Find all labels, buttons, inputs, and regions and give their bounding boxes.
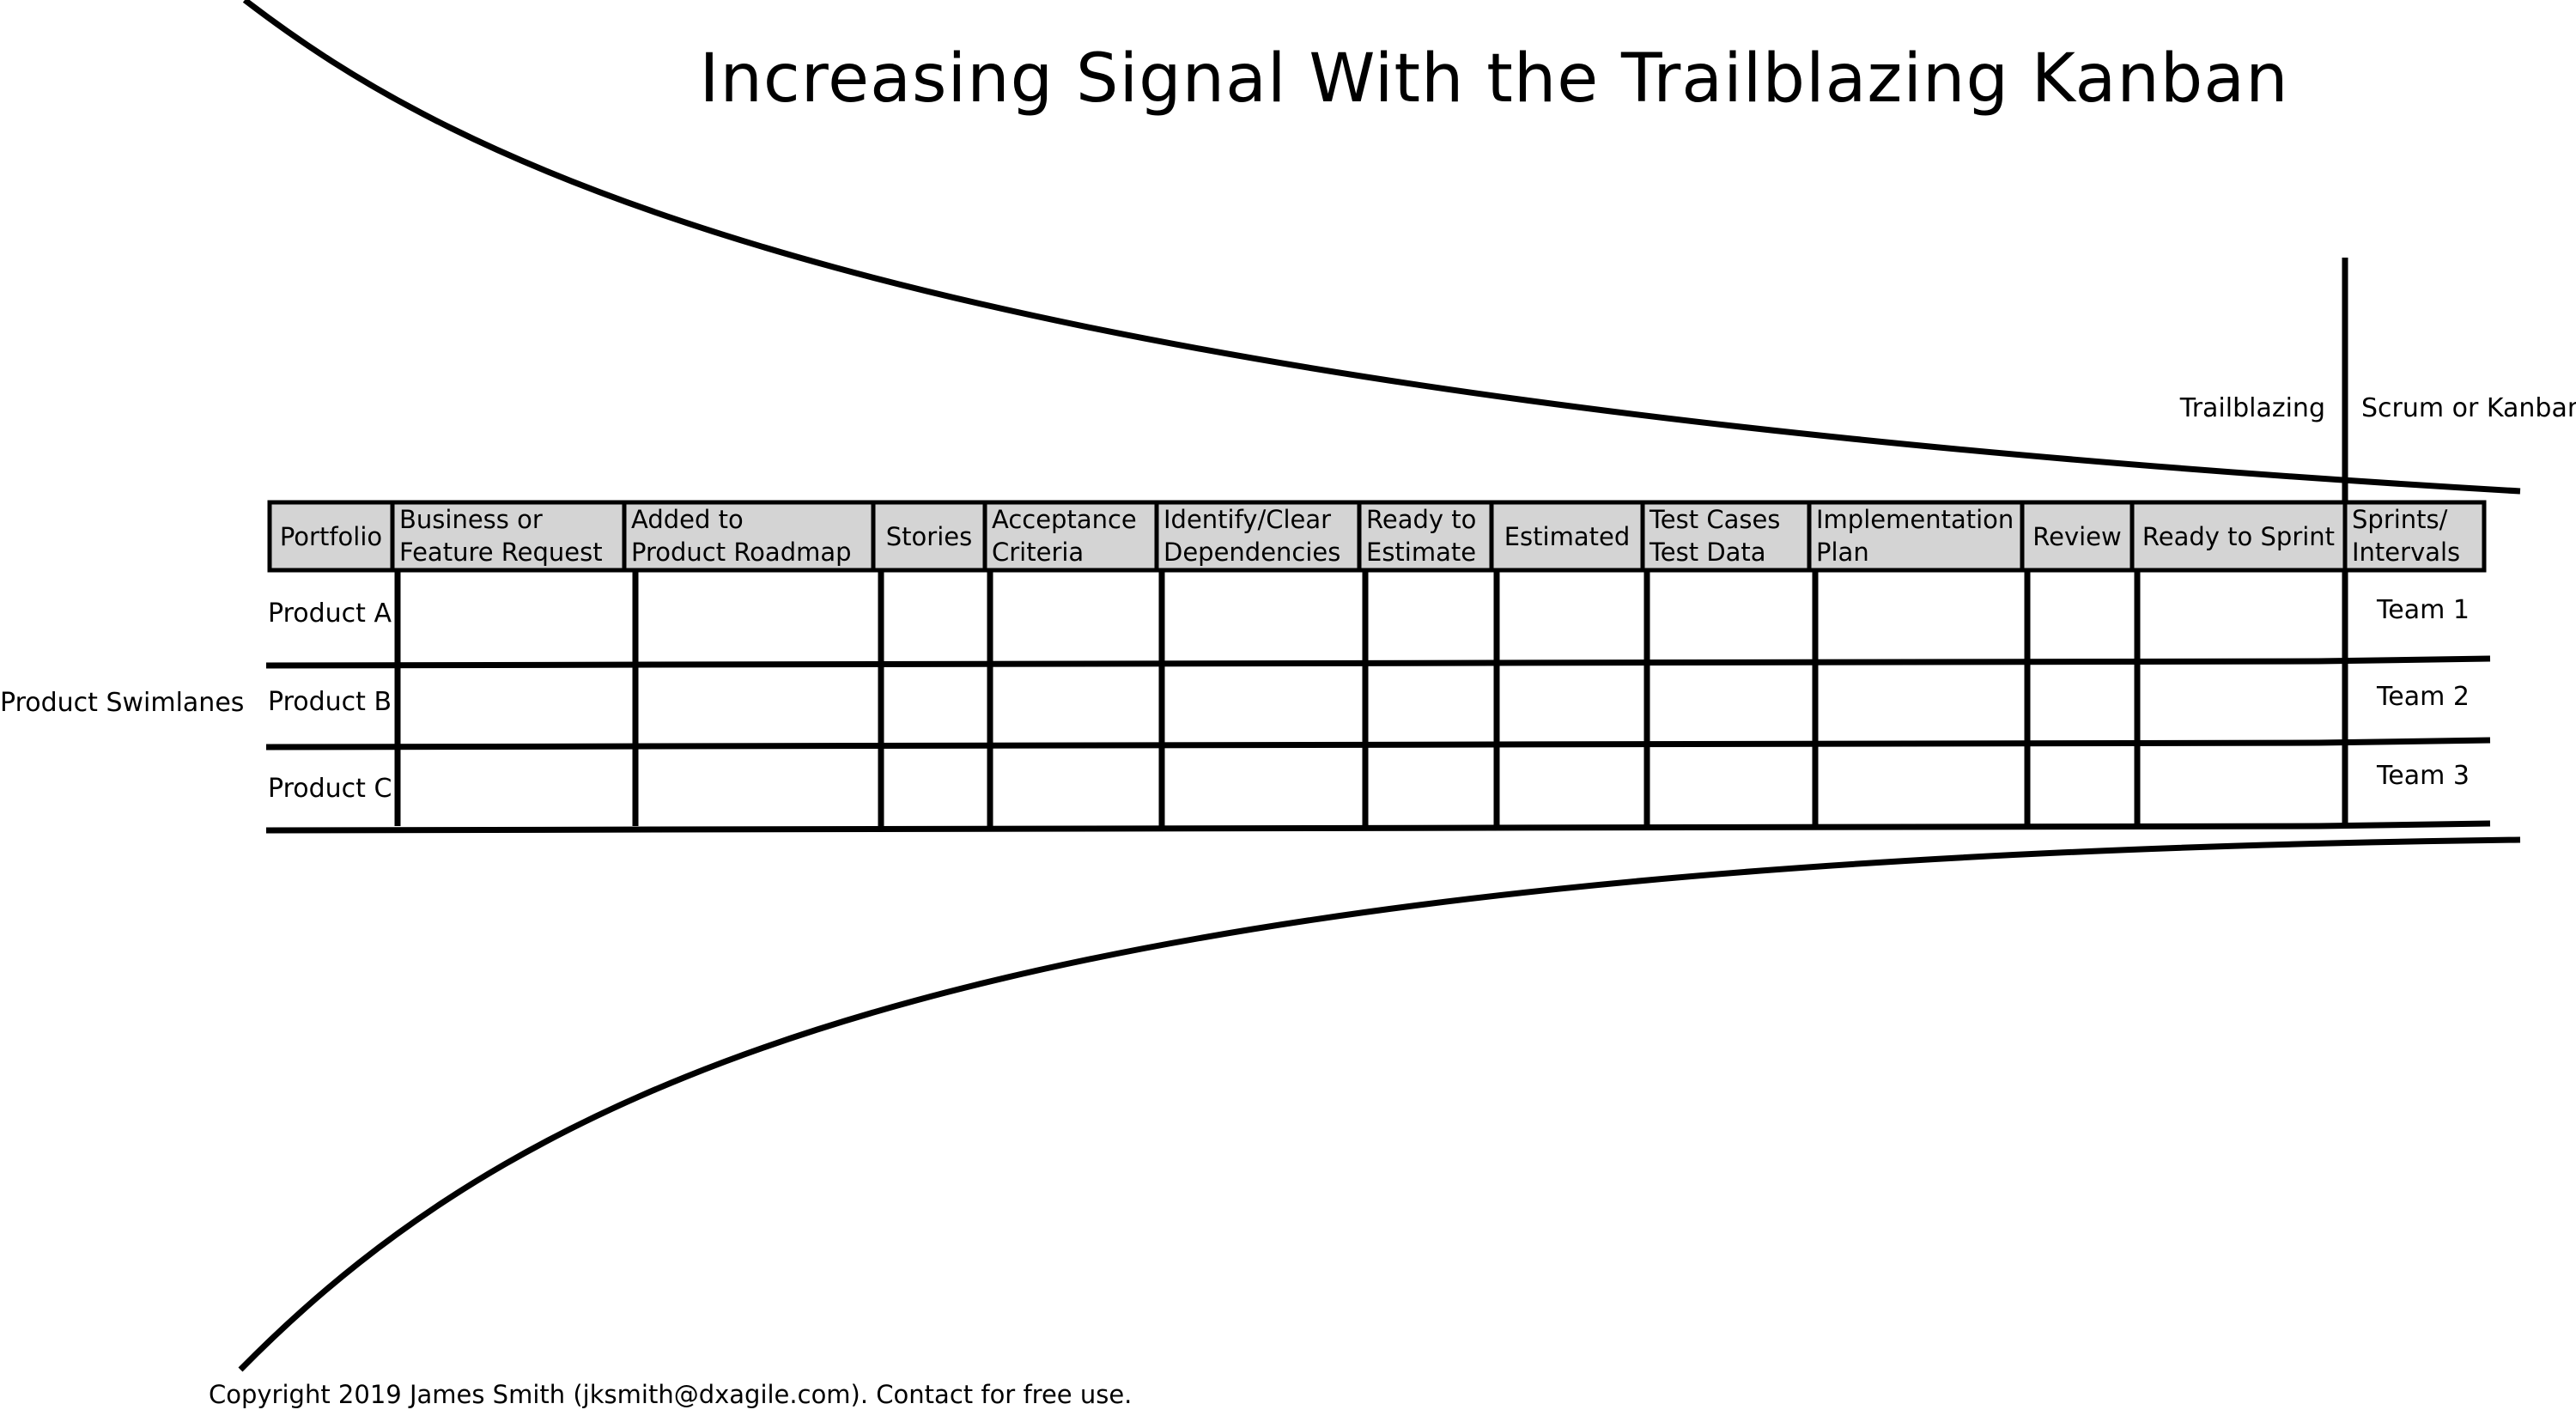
column-header-implementation-plan-line-2: Plan xyxy=(1816,538,1869,567)
row-label-product-a: Product A xyxy=(268,599,392,629)
row-label-product-b: Product B xyxy=(268,687,392,717)
column-header-sprints-intervals-line-1: Sprints/ xyxy=(2352,505,2448,534)
column-header-identify-clear-dependencies-line-1: Identify/Clear xyxy=(1163,505,1331,534)
column-header-test-cases-test-data-line-2: Test Data xyxy=(1649,538,1766,567)
column-header-acceptance-criteria-line-2: Criteria xyxy=(992,538,1084,567)
team-labels: Team 1 Team 2 Team 3 xyxy=(2376,595,2470,791)
column-header-ready-to-estimate-line-2: Estimate xyxy=(1366,538,1476,567)
column-header-added-to-product-roadmap-line-1: Added to xyxy=(631,505,744,534)
funnel-top-curve xyxy=(242,0,2521,495)
header-cells: Portfolio Business or Feature Request Added… xyxy=(280,502,2460,570)
header-row xyxy=(267,500,2487,573)
column-header-stories: Stories xyxy=(886,522,972,551)
swimlane-row-line xyxy=(265,655,2491,669)
column-header-ready-to-estimate-line-1: Ready to xyxy=(1366,505,1476,534)
column-header-identify-clear-dependencies-line-2: Dependencies xyxy=(1163,538,1340,567)
column-header-added-to-product-roadmap-line-2: Product Roadmap xyxy=(631,538,852,567)
column-header-business-or-feature-request-line-2: Feature Request xyxy=(399,538,603,567)
column-header-acceptance-criteria-line-1: Acceptance xyxy=(992,505,1137,534)
column-header-portfolio: Portfolio xyxy=(280,522,382,551)
product-swimlanes-label: Product Swimlanes xyxy=(0,688,244,718)
row-label-product-c: Product C xyxy=(268,774,392,804)
copyright-footer: Copyright 2019 James Smith (jksmith@dxag… xyxy=(209,1380,1132,1409)
column-header-test-cases-test-data-line-1: Test Cases xyxy=(1649,505,1780,534)
funnel-bottom-curve xyxy=(238,836,2521,1372)
column-header-estimated: Estimated xyxy=(1504,522,1631,551)
team-label-team-1: Team 1 xyxy=(2376,595,2470,625)
section-label-trailblazing: Trailblazing xyxy=(2179,393,2325,423)
swimlane-row-line xyxy=(265,820,2491,834)
column-header-ready-to-sprint: Ready to Sprint xyxy=(2142,522,2335,551)
swimlane-row-line xyxy=(265,737,2491,750)
grid-body xyxy=(265,570,2491,834)
team-label-team-2: Team 2 xyxy=(2376,682,2470,712)
row-labels: Product A Product B Product C xyxy=(268,599,392,804)
column-header-implementation-plan-line-1: Implementation xyxy=(1816,505,2014,534)
column-header-sprints-intervals-line-2: Intervals xyxy=(2352,538,2460,567)
diagram-title: Increasing Signal With the Trailblazing … xyxy=(699,40,2288,118)
column-header-business-or-feature-request-line-1: Business or xyxy=(399,505,543,534)
team-label-team-3: Team 3 xyxy=(2376,761,2470,791)
column-header-review: Review xyxy=(2032,522,2121,551)
section-label-scrum-kanban: Scrum or Kanban xyxy=(2361,393,2576,423)
